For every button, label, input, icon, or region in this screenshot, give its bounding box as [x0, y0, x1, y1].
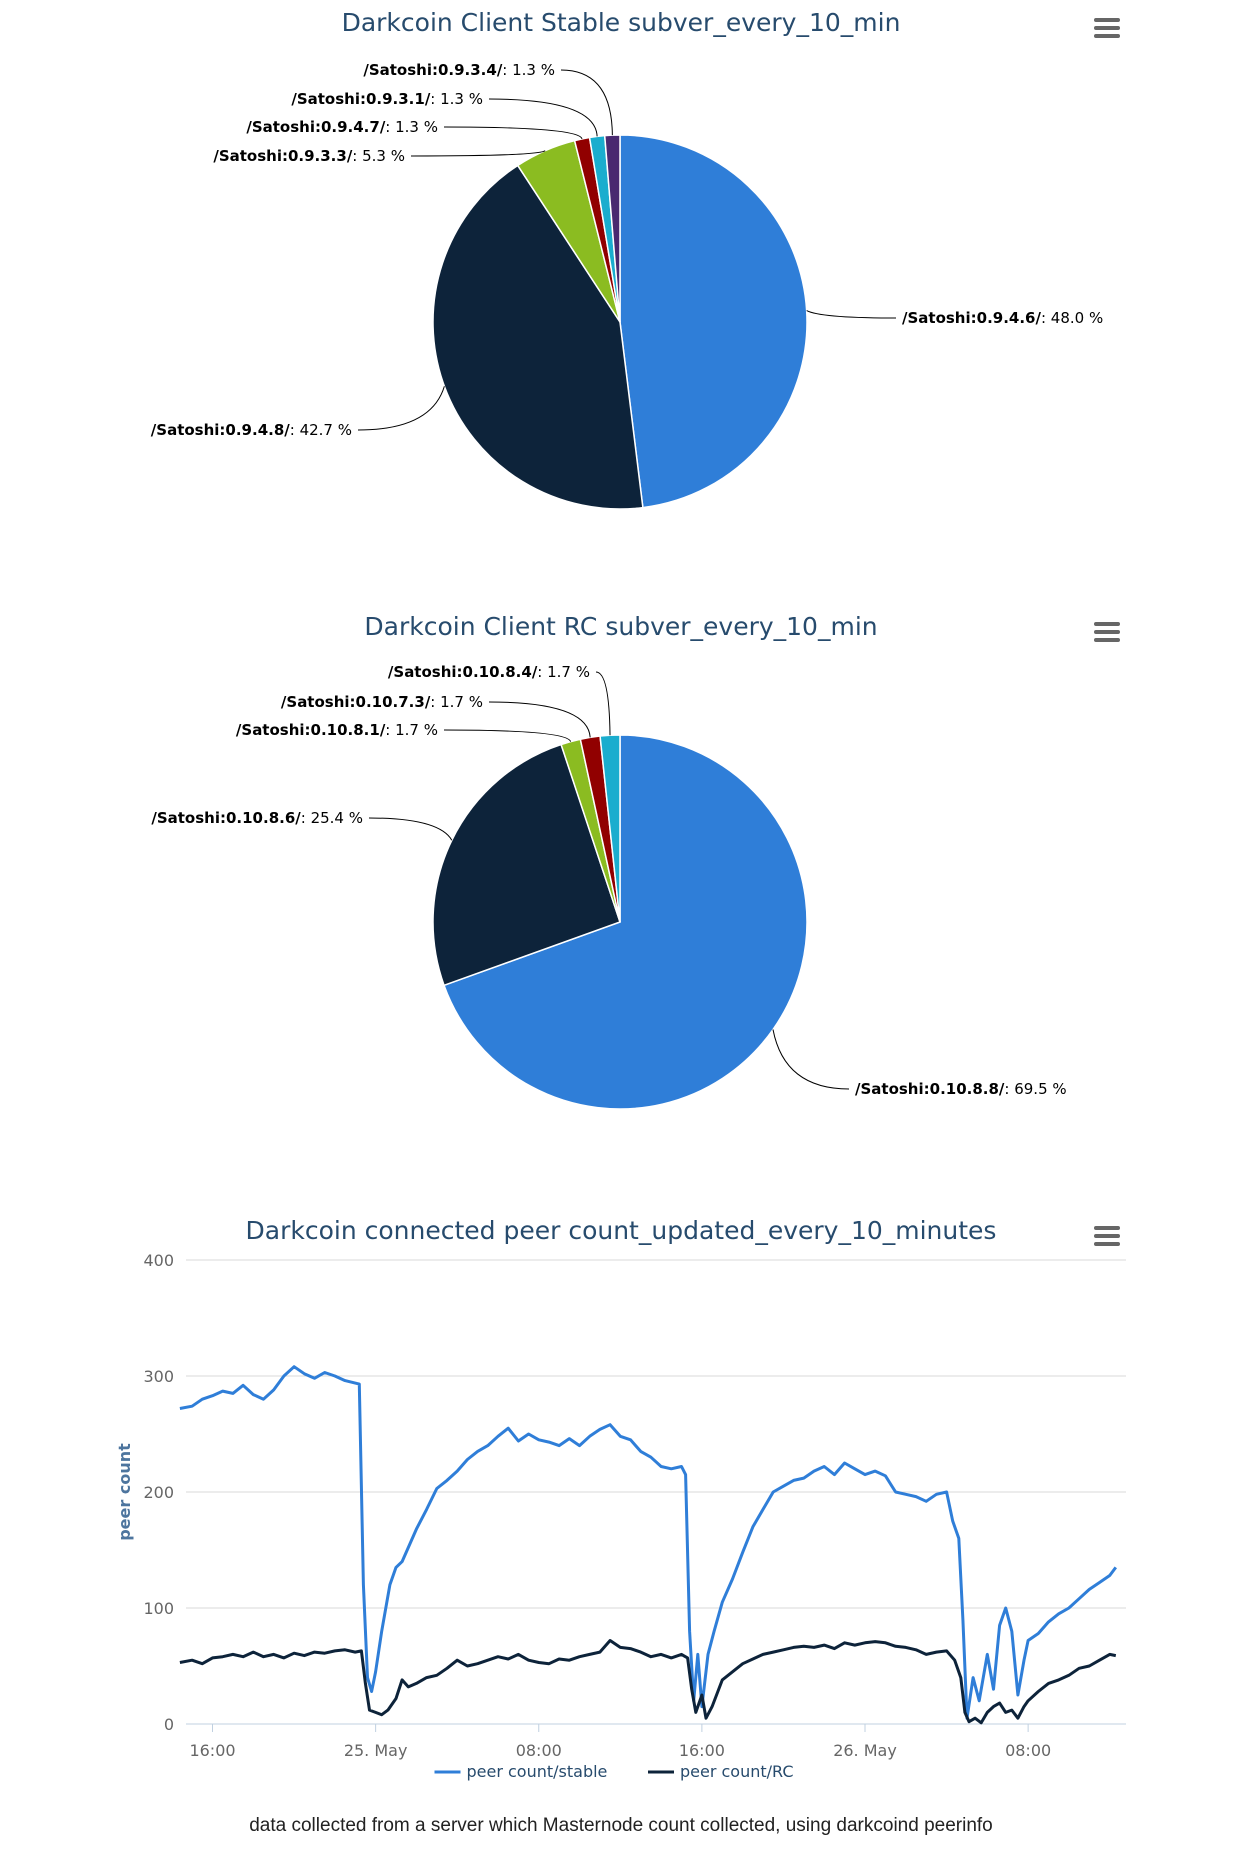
y-tick-label: 0 — [164, 1715, 174, 1734]
y-tick-label: 300 — [143, 1367, 174, 1386]
connector-line — [488, 701, 591, 738]
connector-line — [488, 98, 598, 137]
x-tick-label: 08:00 — [1005, 1741, 1051, 1760]
data-label: /Satoshi:0.10.8.8/: 69.5 % — [855, 1080, 1067, 1098]
rc-pie-panel: Darkcoin Client RC subver_every_10_min /… — [0, 604, 1242, 1124]
connector-line — [443, 126, 583, 140]
x-tick-label: 08:00 — [516, 1741, 562, 1760]
connector-line — [443, 729, 572, 742]
pie-slice[interactable] — [432, 743, 621, 987]
legend-label: peer count/RC — [680, 1762, 794, 1781]
chart-menu-icon[interactable] — [1094, 622, 1120, 644]
y-tick-label: 400 — [143, 1251, 174, 1270]
connector-line — [368, 817, 453, 841]
x-tick-label: 25. May — [344, 1741, 408, 1760]
chart-menu-icon[interactable] — [1094, 18, 1120, 40]
connector-line — [806, 310, 897, 319]
x-tick-label: 26. May — [833, 1741, 897, 1760]
stable-pie-panel: Darkcoin Client Stable subver_every_10_m… — [0, 0, 1242, 520]
x-tick-label: 16:00 — [679, 1741, 725, 1760]
connector-line — [410, 150, 546, 157]
legend-item[interactable]: peer count/stable — [434, 1762, 608, 1781]
data-label: /Satoshi:0.10.7.3/: 1.7 % — [281, 693, 483, 711]
connector-line — [595, 671, 611, 736]
chart-menu-icon[interactable] — [1094, 1226, 1120, 1248]
data-label: /Satoshi:0.9.4.6/: 48.0 % — [902, 309, 1103, 327]
chart-title: Darkcoin connected peer count_updated_ev… — [245, 1216, 997, 1245]
chart-title: Darkcoin Client RC subver_every_10_min — [364, 612, 878, 641]
data-label: /Satoshi:0.10.8.4/: 1.7 % — [388, 663, 590, 681]
y-axis-label: peer count — [115, 1443, 134, 1541]
data-label: /Satoshi:0.9.3.3/: 5.3 % — [213, 147, 405, 165]
data-label: /Satoshi:0.10.8.6/: 25.4 % — [151, 809, 363, 827]
peer-count-line-chart: 0 100 200 300 400 16:00 25. May 08:00 16:00 26. M… — [115, 1251, 1126, 1781]
data-label: /Satoshi:0.9.3.4/: 1.3 % — [363, 61, 555, 79]
chart-title: Darkcoin Client Stable subver_every_10_m… — [341, 8, 901, 37]
stable-pie-chart: /Satoshi:0.9.4.6/: 48.0 % /Satoshi:0.9.4.… — [151, 61, 1103, 510]
legend-item[interactable]: peer count/RC — [648, 1762, 794, 1781]
y-tick-label: 200 — [143, 1483, 174, 1502]
connector-line — [357, 386, 445, 431]
figure-caption: data collected from a server which Maste… — [249, 1815, 993, 1836]
y-tick-label: 100 — [143, 1599, 174, 1618]
data-label: /Satoshi:0.9.4.8/: 42.7 % — [151, 421, 352, 439]
connector-line — [772, 1029, 850, 1090]
pie-slice[interactable] — [603, 134, 621, 323]
series-line[interactable] — [179, 1365, 1117, 1720]
connector-line — [560, 69, 613, 136]
x-tick-label: 16:00 — [189, 1741, 235, 1760]
data-label: /Satoshi:0.9.3.1/: 1.3 % — [291, 90, 483, 108]
pie-slice[interactable] — [432, 164, 644, 510]
pie-slice[interactable] — [599, 734, 621, 923]
legend-label: peer count/stable — [467, 1762, 608, 1781]
rc-pie-chart: /Satoshi:0.10.8.8/: 69.5 % /Satoshi:0.10.… — [151, 663, 1067, 1110]
data-label: /Satoshi:0.10.8.1/: 1.7 % — [236, 721, 438, 739]
data-label: /Satoshi:0.9.4.7/: 1.3 % — [246, 118, 438, 136]
series-line[interactable] — [179, 1639, 1117, 1725]
peer-count-panel: Darkcoin connected peer count_updated_ev… — [0, 1208, 1242, 1808]
pie-slice[interactable] — [619, 134, 808, 509]
